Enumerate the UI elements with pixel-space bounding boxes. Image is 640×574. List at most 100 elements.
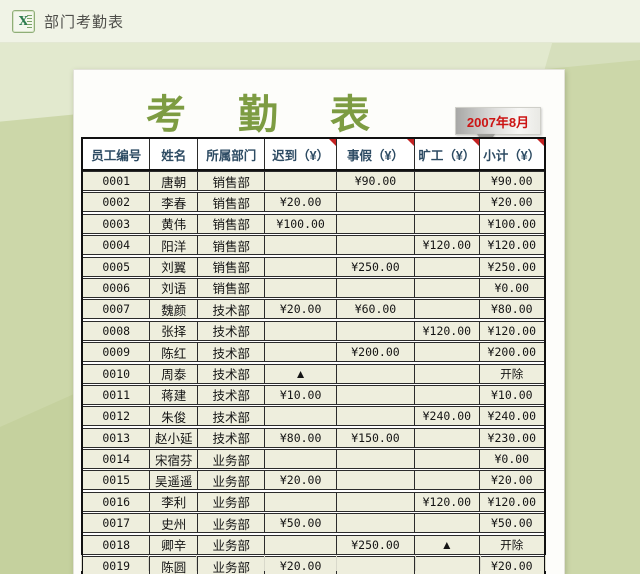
cell-dept[interactable]: 销售部: [198, 236, 266, 255]
cell-name[interactable]: 宋宿芬: [150, 450, 199, 469]
cell-dept[interactable]: 技术部: [198, 343, 266, 362]
cell-dept[interactable]: 业务部: [198, 492, 266, 511]
cell-dept[interactable]: 销售部: [198, 214, 266, 233]
cell-absent[interactable]: [415, 471, 480, 490]
cell-subtotal[interactable]: ¥50.00: [491, 516, 533, 531]
cell-absent[interactable]: [415, 364, 480, 383]
cell-late[interactable]: [265, 450, 337, 469]
cell-id[interactable]: 0008: [83, 321, 151, 340]
cell-leave[interactable]: ¥150.00: [337, 428, 416, 447]
cell-dept[interactable]: 业务部: [198, 450, 266, 469]
cell-absent[interactable]: [415, 450, 480, 469]
cell-leave[interactable]: [337, 514, 416, 533]
cell-late[interactable]: ▲: [265, 364, 337, 383]
cell-dept[interactable]: 销售部: [198, 257, 266, 276]
cell-absent[interactable]: ¥120.00: [415, 321, 480, 340]
cell-dept[interactable]: 业务部: [198, 514, 266, 533]
cell-late[interactable]: [265, 492, 337, 511]
column-header-name[interactable]: 姓名: [150, 139, 199, 169]
cell-late[interactable]: [265, 535, 337, 554]
cell-absent[interactable]: [415, 214, 480, 233]
cell-late[interactable]: ¥80.00: [265, 428, 337, 447]
cell-absent[interactable]: [415, 343, 480, 362]
cell-subtotal[interactable]: ¥90.00: [491, 174, 533, 188]
cell-id[interactable]: 0001: [83, 172, 151, 190]
cell-late[interactable]: ¥20.00: [265, 193, 337, 212]
cell-id[interactable]: 0002: [83, 193, 151, 212]
cell-subtotal[interactable]: ¥20.00: [491, 473, 533, 488]
cell-dept[interactable]: 技术部: [198, 385, 266, 404]
cell-late[interactable]: [265, 257, 337, 276]
cell-absent[interactable]: [415, 257, 480, 276]
cell-id[interactable]: 0019: [83, 557, 151, 574]
cell-name[interactable]: 朱俊: [150, 407, 199, 426]
cell-dept[interactable]: 业务部: [198, 471, 266, 490]
cell-leave[interactable]: [337, 193, 416, 212]
cell-subtotal[interactable]: 开除: [500, 537, 524, 552]
column-header-dept[interactable]: 所属部门: [198, 139, 266, 169]
cell-dept[interactable]: 技术部: [198, 364, 266, 383]
cell-absent[interactable]: [415, 428, 480, 447]
cell-dept[interactable]: 技术部: [198, 428, 266, 447]
cell-subtotal[interactable]: ¥240.00: [487, 409, 537, 424]
cell-absent[interactable]: ¥240.00: [415, 407, 480, 426]
cell-leave[interactable]: [337, 364, 416, 383]
cell-id[interactable]: 0014: [83, 450, 151, 469]
cell-dept[interactable]: 技术部: [198, 407, 266, 426]
cell-id[interactable]: 0015: [83, 471, 151, 490]
cell-late[interactable]: ¥20.00: [265, 300, 337, 319]
cell-subtotal[interactable]: ¥200.00: [487, 345, 537, 360]
cell-id[interactable]: 0005: [83, 257, 151, 276]
cell-leave[interactable]: ¥250.00: [337, 535, 416, 554]
cell-late[interactable]: ¥10.00: [265, 385, 337, 404]
cell-name[interactable]: 史州: [150, 514, 199, 533]
cell-leave[interactable]: ¥90.00: [337, 172, 416, 190]
cell-id[interactable]: 0017: [83, 514, 151, 533]
cell-leave[interactable]: [337, 321, 416, 340]
cell-subtotal[interactable]: ¥100.00: [487, 216, 537, 231]
cell-absent[interactable]: [415, 172, 480, 190]
cell-subtotal[interactable]: ¥120.00: [487, 494, 537, 509]
column-header-subtotal[interactable]: 小计（¥）: [480, 139, 544, 169]
cell-dept[interactable]: 销售部: [198, 278, 266, 297]
cell-late[interactable]: ¥20.00: [265, 471, 337, 490]
cell-subtotal[interactable]: ¥120.00: [487, 238, 537, 253]
cell-subtotal[interactable]: ¥10.00: [491, 387, 533, 402]
cell-leave[interactable]: [337, 214, 416, 233]
cell-name[interactable]: 赵小延: [150, 428, 199, 447]
cell-late[interactable]: ¥100.00: [265, 214, 337, 233]
cell-late[interactable]: [265, 343, 337, 362]
cell-dept[interactable]: 销售部: [198, 193, 266, 212]
column-header-late[interactable]: 迟到（¥）: [265, 139, 337, 169]
cell-absent[interactable]: [415, 385, 480, 404]
column-header-absent[interactable]: 旷工（¥）: [415, 139, 480, 169]
cell-id[interactable]: 0011: [83, 385, 151, 404]
cell-leave[interactable]: [337, 385, 416, 404]
cell-absent[interactable]: [415, 278, 480, 297]
cell-late[interactable]: ¥50.00: [265, 514, 337, 533]
cell-name[interactable]: 周泰: [150, 364, 199, 383]
cell-absent[interactable]: [415, 300, 480, 319]
cell-name[interactable]: 刘翼: [150, 257, 199, 276]
column-header-leave[interactable]: 事假（¥）: [337, 139, 416, 169]
cell-name[interactable]: 陈红: [150, 343, 199, 362]
column-header-id[interactable]: 员工编号: [83, 139, 151, 169]
cell-absent[interactable]: ¥120.00: [415, 492, 480, 511]
cell-leave[interactable]: [337, 492, 416, 511]
cell-id[interactable]: 0010: [83, 364, 151, 383]
cell-name[interactable]: 卿辛: [150, 535, 199, 554]
cell-name[interactable]: 张择: [150, 321, 199, 340]
cell-leave[interactable]: ¥250.00: [337, 257, 416, 276]
cell-subtotal[interactable]: ¥250.00: [487, 259, 537, 274]
cell-absent[interactable]: ▲: [415, 535, 480, 554]
cell-subtotal[interactable]: ¥80.00: [491, 302, 533, 317]
cell-name[interactable]: 黄伟: [150, 214, 199, 233]
cell-id[interactable]: 0006: [83, 278, 151, 297]
cell-name[interactable]: 陈圆: [150, 557, 199, 574]
cell-leave[interactable]: [337, 407, 416, 426]
cell-name[interactable]: 魏颜: [150, 300, 199, 319]
cell-name[interactable]: 李利: [150, 492, 199, 511]
cell-name[interactable]: 阳洋: [150, 236, 199, 255]
cell-id[interactable]: 0013: [83, 428, 151, 447]
cell-leave[interactable]: [337, 557, 416, 574]
